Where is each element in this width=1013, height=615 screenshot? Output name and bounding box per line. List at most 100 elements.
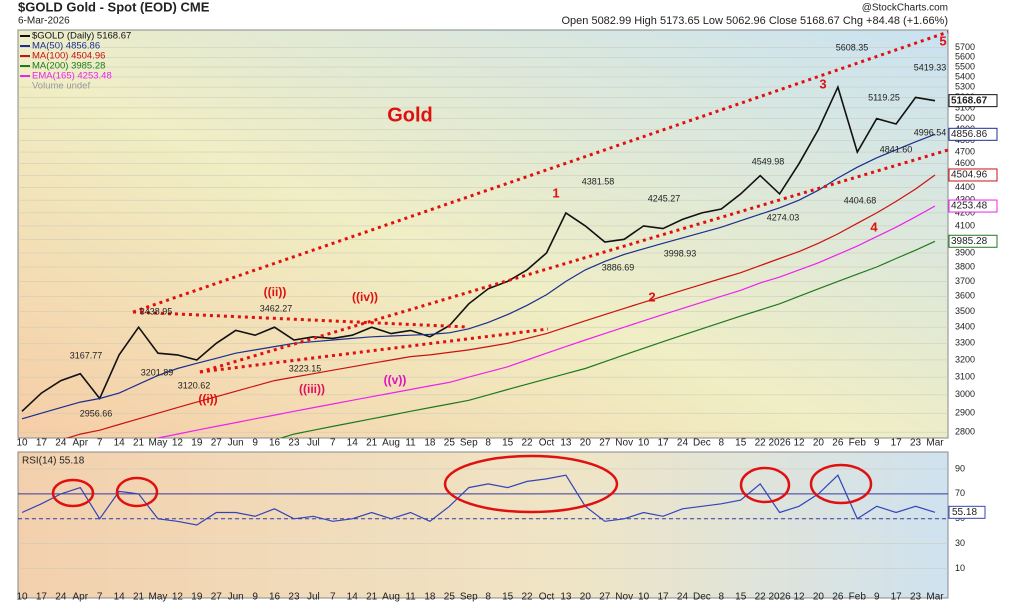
x-tick-label: 21 [366,592,378,603]
price-label: 5608.35 [836,42,869,52]
x-tick-label: 7 [330,592,336,603]
x-tick-label: 20 [813,592,825,603]
x-tick-label: 10 [16,438,28,449]
y-tick-label: 3800 [955,261,975,271]
y-tick-label: 70 [955,488,965,498]
x-tick-label: Dec [693,438,711,449]
value-box-label: 5168.67 [951,95,988,106]
source: @StockCharts.com [862,3,948,14]
x-tick-label: 17 [657,592,669,603]
value-box-label: 4504.96 [951,170,988,181]
x-tick-label: 16 [269,592,281,603]
x-tick-label: Oct [539,438,555,449]
y-tick-label: 5600 [955,52,975,62]
x-tick-label: 9 [874,592,880,603]
x-tick-label: 8 [485,592,491,603]
x-tick-label: 27 [599,592,611,603]
x-tick-label: 13 [560,592,572,603]
wave-label: 5 [939,33,946,48]
x-tick-label: Sep [460,438,478,449]
y-tick-label: 90 [955,463,965,473]
x-tick-label: 2026 [768,592,791,603]
x-tick-label: 9 [874,438,880,449]
y-tick-label: 3100 [955,372,975,382]
x-tick-label: 15 [502,592,514,603]
rsi-title: RSI(14) 55.18 [22,456,85,467]
wave-label: ((iv)) [352,290,378,304]
y-tick-label: 10 [955,563,965,573]
x-tick-label: 17 [891,592,903,603]
price-label: 3998.93 [664,248,697,258]
circle [739,466,791,504]
x-tick-label: 8 [485,438,491,449]
y-tick-label: 5300 [955,81,975,91]
x-tick-label: 20 [580,438,592,449]
y-tick-label: 3200 [955,354,975,364]
x-tick-label: 26 [832,592,844,603]
y-tick-label: 2800 [955,427,975,437]
y-tick-label: 3900 [955,247,975,257]
y-tick-label: 5500 [955,61,975,71]
circle [809,463,873,505]
x-tick-label: 24 [55,592,67,603]
x-tick-label: 24 [677,592,689,603]
x-tick-label: 23 [910,592,922,603]
x-tick-label: 7 [97,592,103,603]
y-tick-label: 3000 [955,389,975,399]
quote: Open 5082.99 High 5173.65 Low 5062.96 Cl… [561,15,948,27]
legend-entry: MA(50) 4856.86 [32,41,100,52]
y-tick-label: 30 [955,538,965,548]
x-tick-label: 10 [638,438,650,449]
x-tick-label: 14 [347,438,359,449]
rsi-circles [51,454,873,514]
wave-label: ((ii)) [264,285,287,299]
price-label: 5119.25 [868,92,900,102]
x-tick-label: 17 [891,438,903,449]
series-line [21,133,936,420]
series-line [21,84,936,412]
value-box [948,127,998,141]
x-tick-label: May [149,438,168,449]
price-label: 3886.69 [602,262,635,272]
price-label: 4996.54 [914,127,947,137]
x-tick-label: Nov [615,438,633,449]
rsi-grid: 1030507090 [18,463,965,573]
x-tick-label: 7 [330,438,336,449]
series-line [65,174,936,438]
x-tick-label: 15 [735,438,747,449]
x-tick-label: Sep [460,592,478,603]
x-tick-label: 9 [252,438,258,449]
x-tick-label: Mar [926,592,944,603]
x-tick-label: 14 [114,438,126,449]
legend-entry: Volume undef [32,81,90,92]
value-box [948,199,998,213]
series-line [155,205,936,438]
x-tick-label: 22 [522,592,534,603]
y-tick-label: 4600 [955,158,975,168]
y-tick-label: 3500 [955,306,975,316]
x-tick-label: Mar [926,438,944,449]
x-tick-label: Feb [849,438,867,449]
price-lines [21,84,936,438]
x-tick-label: 24 [677,438,689,449]
y-tick-label: 4700 [955,146,975,156]
x-tick-label: 11 [405,438,416,449]
x-tick-label: 14 [114,592,126,603]
x-tick-label: 27 [211,438,223,449]
value-box [948,505,986,519]
x-tick-label: 15 [735,592,747,603]
x-tick-label: May [149,592,168,603]
wave-label: ((iii)) [299,382,325,396]
x-tick-label: 21 [133,592,145,603]
x-tick-label: 24 [55,438,67,449]
value-box-label: 4856.86 [951,129,988,140]
x-tick-label: 17 [36,592,48,603]
x-tick-label: Nov [615,592,633,603]
x-tick-label: Jul [307,438,320,449]
y-tick-label: 5000 [955,113,975,123]
circle [115,476,159,508]
x-tick-label: Feb [849,592,867,603]
value-box [948,168,998,182]
y-tick-label: 2900 [955,408,975,418]
